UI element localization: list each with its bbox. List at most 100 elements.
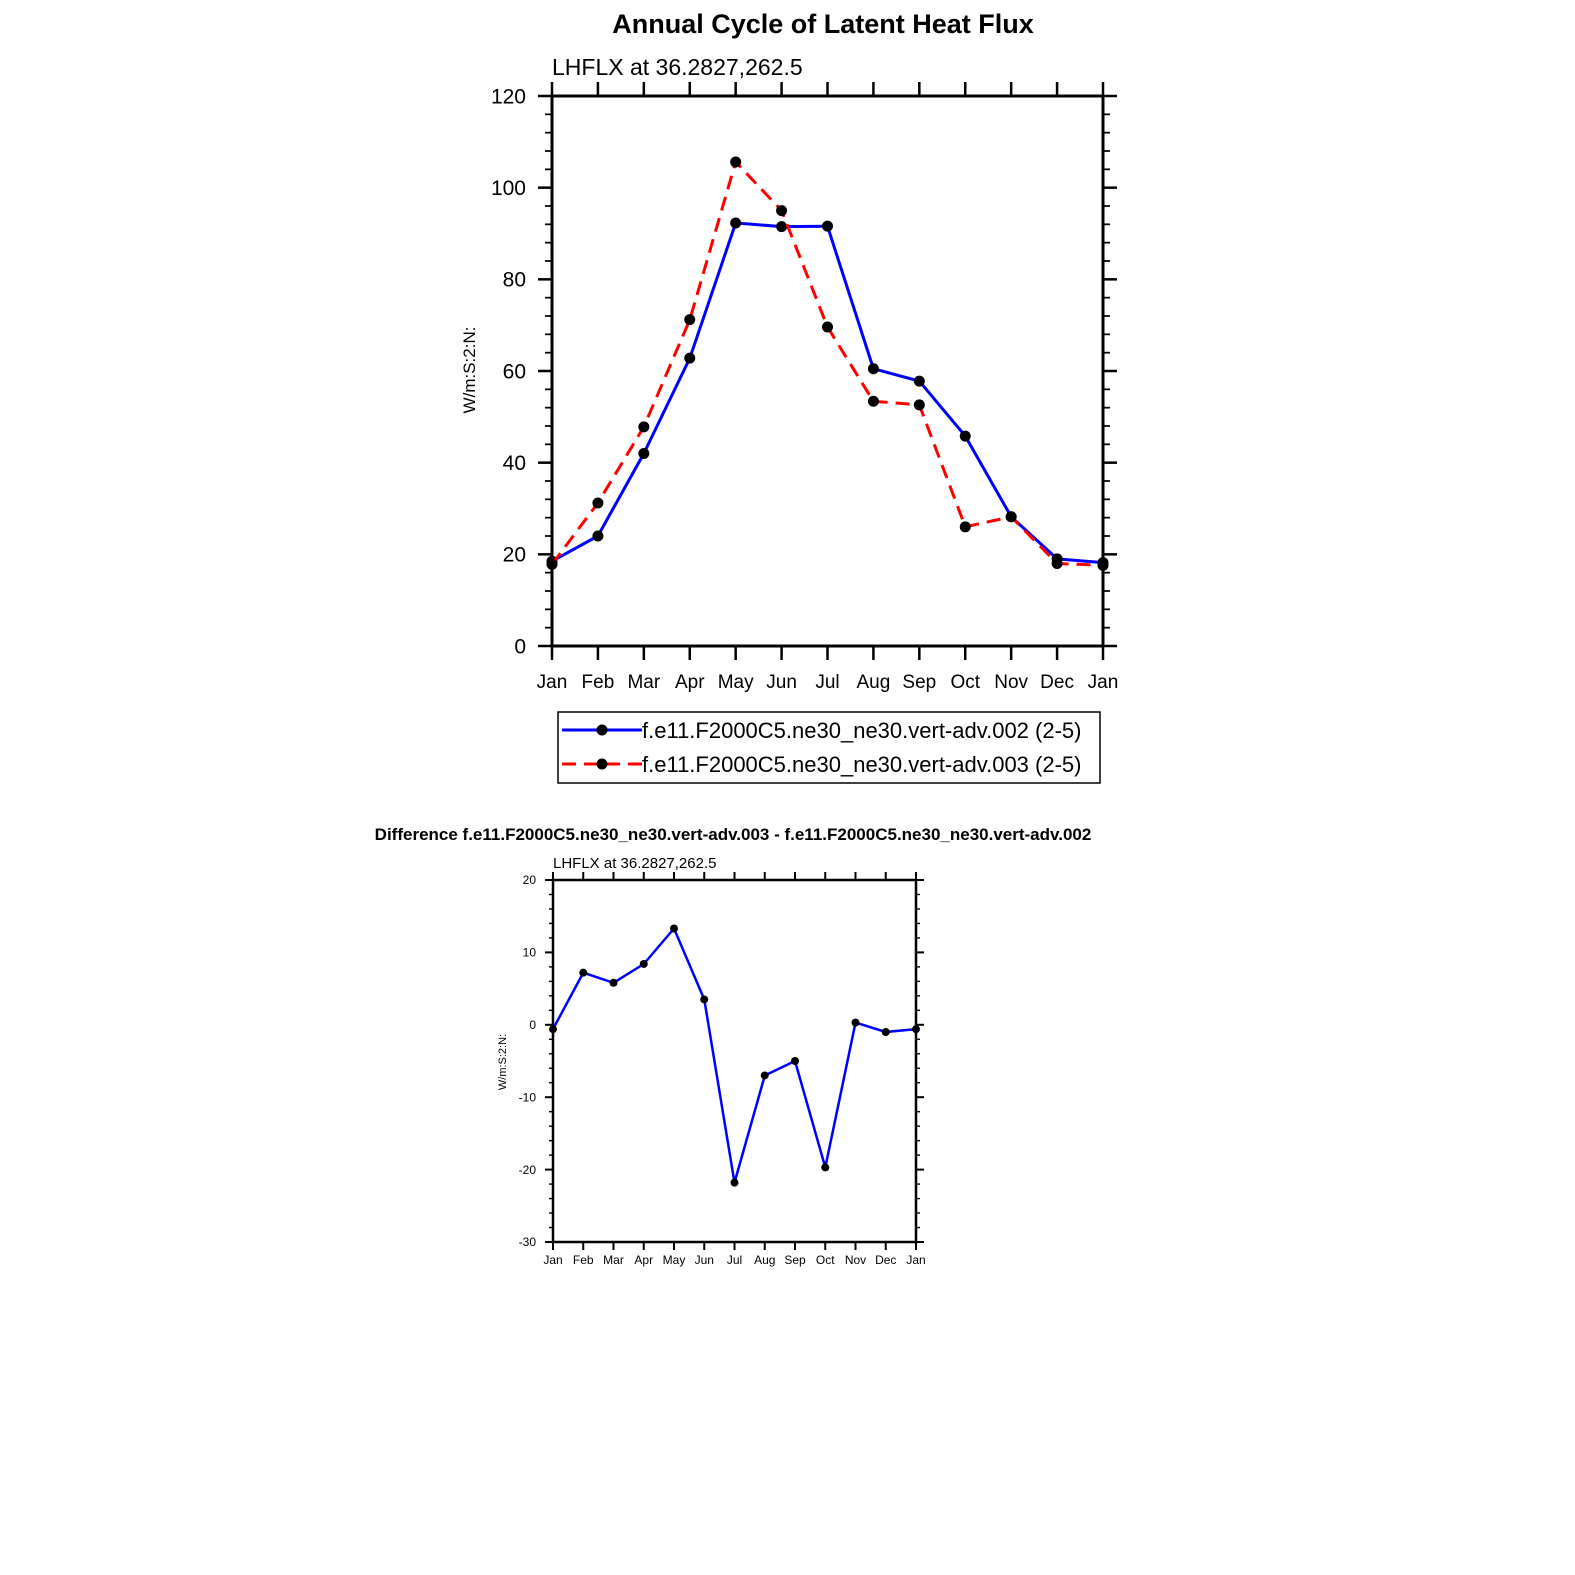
- x-tick-label: Jan: [1088, 672, 1119, 693]
- data-point: [913, 399, 925, 411]
- x-tick-label: Jan: [537, 672, 568, 693]
- y-tick-label: 20: [523, 873, 537, 887]
- y-tick-label: 10: [523, 946, 537, 960]
- plot-frame: [550, 94, 1105, 648]
- x-tick-labels: Jan Feb Mar Apr May Jun Jul Aug Sep Oct Nov Dec Jan: [537, 672, 1119, 693]
- axis-ticks: [538, 82, 1117, 660]
- x-tick-label: Apr: [634, 1253, 653, 1267]
- data-point: [959, 430, 971, 442]
- annual-cycle-chart: Annual Cycle of Latent Heat Flux LHFLX a…: [460, 9, 1119, 784]
- data-point: [730, 217, 742, 229]
- x-tick-label: Feb: [582, 672, 615, 693]
- x-tick-label: Jan: [543, 1253, 562, 1267]
- x-tick-label: Jan: [906, 1253, 925, 1267]
- data-point: [851, 1018, 860, 1027]
- y-tick-label: -10: [519, 1090, 537, 1104]
- x-tick-label: Jul: [727, 1253, 742, 1267]
- x-tick-label: Dec: [875, 1253, 896, 1267]
- y-tick-label: 100: [491, 177, 526, 200]
- x-tick-label: May: [718, 672, 754, 693]
- data-point: [760, 1071, 769, 1080]
- x-tick-label: Nov: [845, 1253, 866, 1267]
- data-point: [609, 978, 618, 987]
- data-point: [776, 205, 788, 217]
- data-point: [592, 497, 604, 509]
- x-tick-label: Apr: [675, 672, 705, 693]
- data-point: [549, 1025, 557, 1034]
- y-tick-label: 40: [503, 452, 526, 475]
- x-tick-label: Sep: [784, 1253, 806, 1267]
- y-tick-label: -30: [519, 1235, 537, 1249]
- x-tick-label: Mar: [603, 1253, 624, 1267]
- difference-axis-ticks: [545, 872, 924, 1250]
- data-point: [730, 1178, 739, 1187]
- data-point: [1005, 511, 1017, 523]
- data-point: [912, 1025, 920, 1034]
- data-point: [867, 363, 879, 375]
- x-tick-label: Oct: [950, 672, 980, 693]
- x-tick-label: Jun: [766, 672, 797, 693]
- x-tick-label: Jul: [815, 672, 839, 693]
- legend-label-003: f.e11.F2000C5.ne30_ne30.vert-adv.003 (2-…: [642, 752, 1081, 777]
- series-line-0: [551, 927, 917, 1184]
- x-tick-label: Aug: [857, 672, 891, 693]
- y-tick-label: 120: [491, 85, 526, 108]
- data-point: [700, 995, 709, 1004]
- data-point: [822, 220, 833, 232]
- data-point: [638, 421, 650, 433]
- x-tick-label: Oct: [816, 1253, 835, 1267]
- data-point: [546, 558, 558, 570]
- data-point: [1097, 559, 1109, 571]
- data-point: [821, 1163, 830, 1172]
- data-point: [684, 314, 696, 326]
- difference-subtitle: LHFLX at 36.2827,262.5: [553, 855, 716, 872]
- data-point: [913, 375, 925, 387]
- difference-y-tick-labels: -30 -20 -10 0 10 20: [519, 873, 537, 1249]
- x-tick-label: Sep: [902, 672, 936, 693]
- y-tick-label: 0: [514, 635, 526, 658]
- data-point: [867, 395, 879, 407]
- x-tick-label: Mar: [627, 672, 660, 693]
- data-point: [776, 221, 788, 233]
- data-point: [638, 448, 650, 459]
- x-tick-label: Aug: [754, 1253, 775, 1267]
- x-tick-label: Nov: [994, 672, 1028, 693]
- data-point: [684, 352, 696, 364]
- y-axis-label: W/m:S:2:N:: [460, 327, 479, 414]
- data-point: [1051, 558, 1063, 569]
- x-tick-label: Dec: [1040, 672, 1074, 693]
- legend-label-002: f.e11.F2000C5.ne30_ne30.vert-adv.002 (2-…: [642, 718, 1081, 743]
- data-point: [670, 924, 678, 933]
- y-tick-label: 0: [529, 1018, 536, 1032]
- difference-plot-frame: [551, 878, 918, 1244]
- series-line-0: [551, 221, 1104, 565]
- y-tick-labels: 0 20 40 60 80 100 120: [491, 85, 526, 658]
- y-tick-label: 20: [503, 544, 526, 567]
- data-point: [881, 1028, 890, 1037]
- data-point: [579, 968, 588, 977]
- data-point: [822, 321, 833, 333]
- legend-marker-003: [596, 758, 608, 770]
- data-point: [592, 530, 604, 542]
- series-lines: [546, 156, 1109, 571]
- x-tick-label: May: [663, 1253, 686, 1267]
- difference-y-axis-label: W/m:S:2:N:: [497, 1034, 509, 1090]
- data-point: [959, 521, 971, 533]
- data-point: [791, 1057, 799, 1065]
- legend-marker-002: [596, 724, 608, 736]
- y-tick-label: 80: [503, 269, 526, 292]
- chart-subtitle: LHFLX at 36.2827,262.5: [552, 54, 803, 80]
- legend-box: [557, 711, 1101, 784]
- data-point: [639, 959, 648, 968]
- difference-x-tick-labels: Jan Feb Mar Apr May Jun Jul Aug Sep Oct Nov Dec Jan: [543, 1253, 925, 1267]
- y-tick-label: 60: [503, 360, 526, 383]
- y-tick-label: -20: [519, 1163, 537, 1177]
- chart-title: Annual Cycle of Latent Heat Flux: [612, 9, 1034, 39]
- difference-series: [549, 924, 920, 1187]
- x-tick-label: Jun: [695, 1253, 714, 1267]
- legend: f.e11.F2000C5.ne30_ne30.vert-adv.002 (2-…: [557, 711, 1101, 784]
- data-point: [730, 156, 742, 168]
- difference-title: Difference f.e11.F2000C5.ne30_ne30.vert-…: [375, 825, 1092, 844]
- x-tick-label: Feb: [573, 1253, 594, 1267]
